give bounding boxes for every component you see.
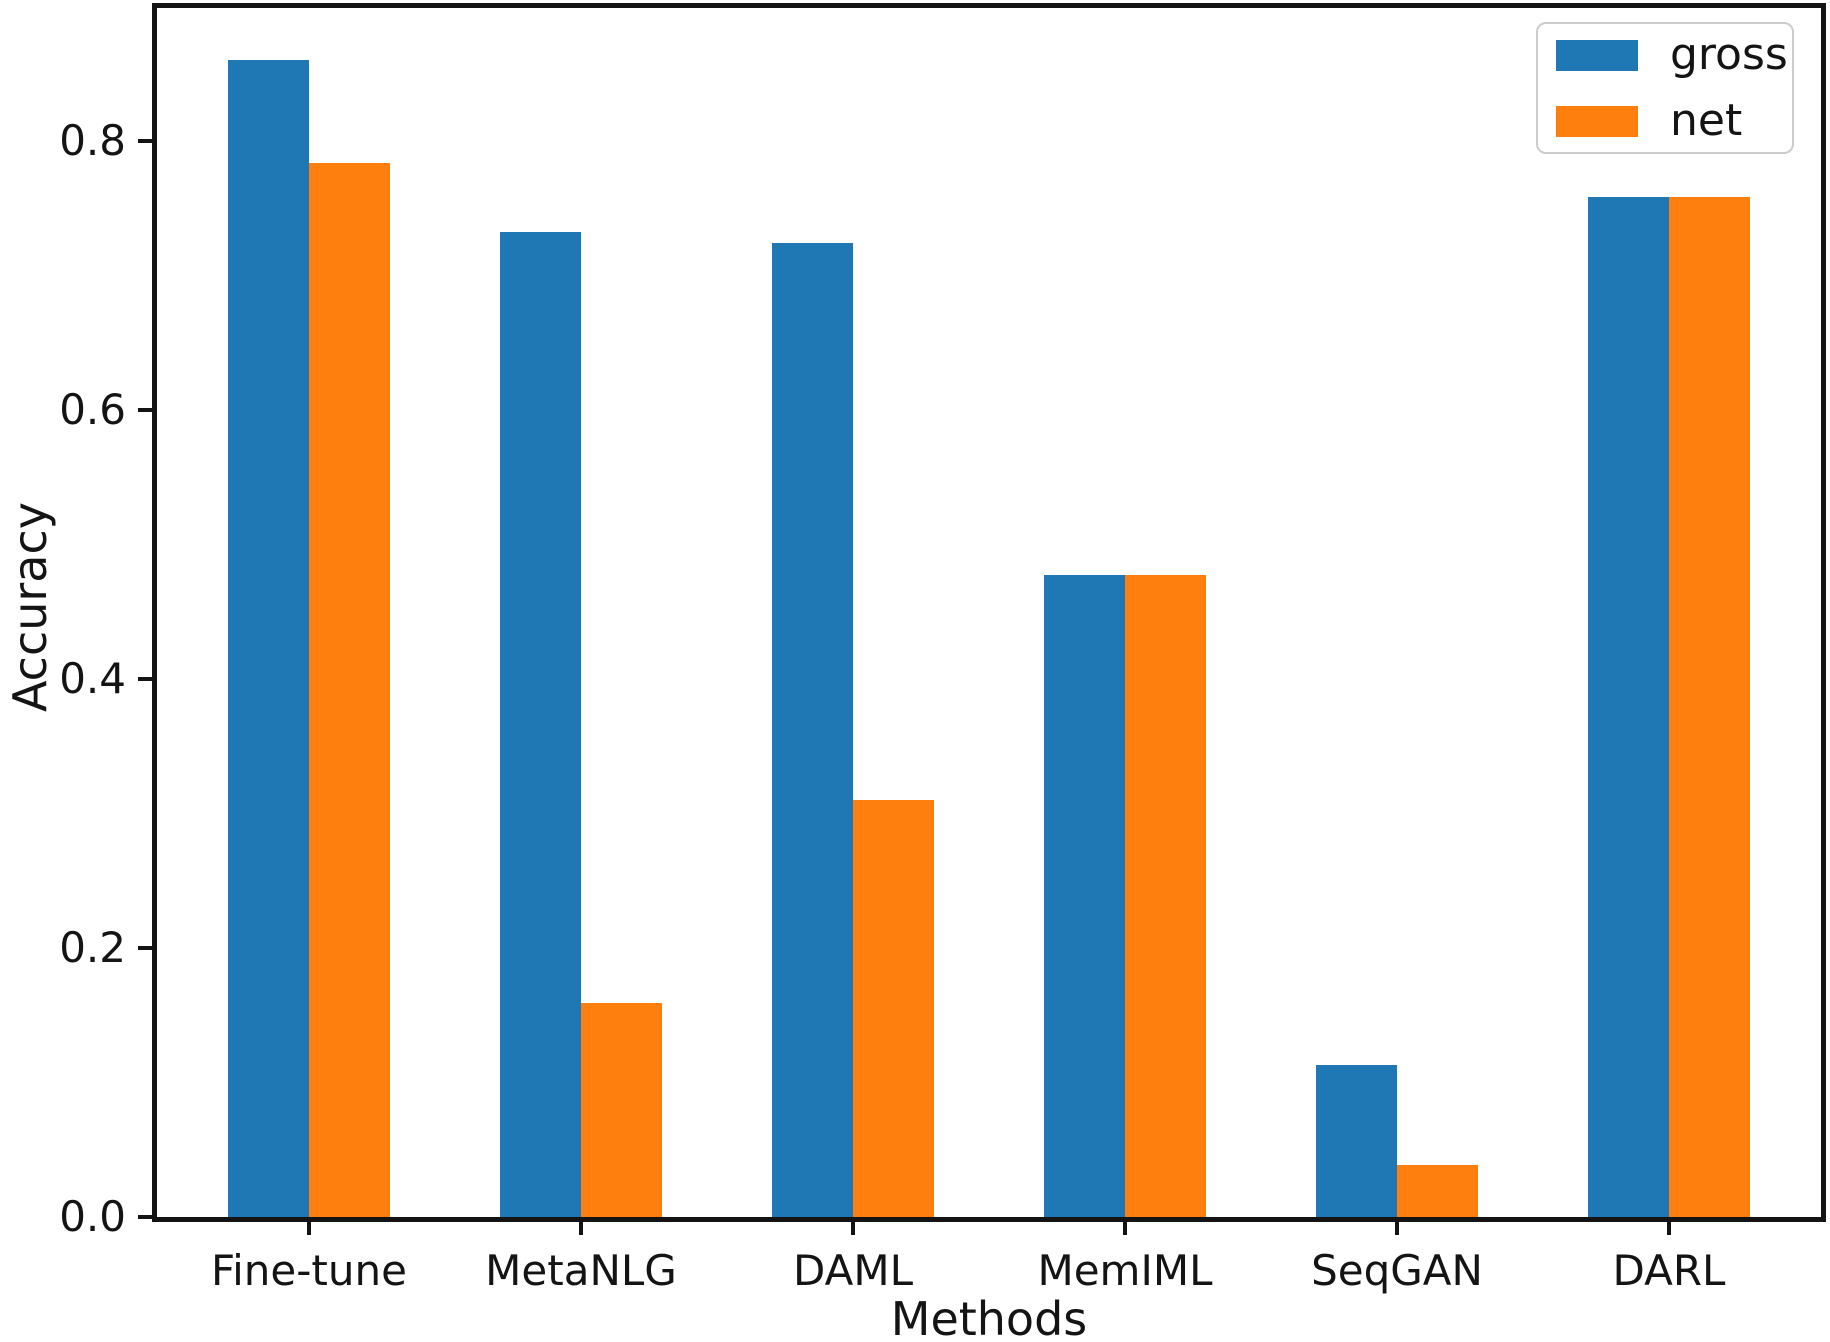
x-tick-label-seqgan: SeqGAN — [1311, 1246, 1483, 1295]
legend-swatch-gross — [1556, 39, 1638, 71]
bar-gross-fine-tune — [228, 60, 309, 1217]
bar-net-daml — [853, 800, 934, 1217]
bar-gross-daml — [772, 243, 853, 1217]
x-tick-mark-memiml — [1123, 1222, 1127, 1235]
y-tick-label-0.4: 0.4 — [59, 654, 126, 703]
y-tick-label-0.6: 0.6 — [59, 385, 126, 434]
legend-label-net: net — [1670, 95, 1743, 146]
bar-net-seqgan — [1397, 1165, 1478, 1217]
legend-label-gross: gross — [1670, 29, 1788, 80]
x-tick-mark-darl — [1667, 1222, 1671, 1235]
x-axis-title: Methods — [890, 1292, 1088, 1342]
x-tick-label-fine-tune: Fine-tune — [211, 1246, 407, 1295]
y-tick-mark-0.4 — [138, 677, 152, 681]
x-tick-label-metanlg: MetaNLG — [485, 1246, 677, 1295]
bar-gross-metanlg — [500, 232, 581, 1217]
bar-net-darl — [1669, 197, 1750, 1217]
x-tick-mark-daml — [851, 1222, 855, 1235]
bar-net-memiml — [1125, 575, 1206, 1217]
x-tick-label-darl: DARL — [1612, 1246, 1726, 1295]
x-tick-mark-seqgan — [1395, 1222, 1399, 1235]
bar-net-fine-tune — [309, 163, 390, 1217]
bar-gross-memiml — [1044, 575, 1125, 1217]
legend-swatch-net — [1556, 105, 1638, 137]
y-tick-label-0.2: 0.2 — [59, 923, 126, 972]
plot-area — [152, 3, 1826, 1222]
y-tick-label-0.8: 0.8 — [59, 116, 126, 165]
y-tick-mark-0.2 — [138, 946, 152, 950]
y-tick-mark-0.8 — [138, 139, 152, 143]
legend: gross net — [1536, 22, 1794, 154]
y-tick-label-0.0: 0.0 — [59, 1192, 126, 1241]
bar-gross-seqgan — [1316, 1065, 1397, 1217]
legend-item-net: net — [1556, 99, 1792, 143]
x-tick-label-daml: DAML — [793, 1246, 913, 1295]
x-tick-mark-fine-tune — [307, 1222, 311, 1235]
y-tick-mark-0.0 — [138, 1215, 152, 1219]
y-tick-mark-0.6 — [138, 408, 152, 412]
x-tick-label-memiml: MemIML — [1037, 1246, 1213, 1295]
bar-gross-darl — [1588, 197, 1669, 1217]
legend-item-gross: gross — [1556, 33, 1792, 77]
bar-net-metanlg — [581, 1003, 662, 1217]
x-tick-mark-metanlg — [579, 1222, 583, 1235]
